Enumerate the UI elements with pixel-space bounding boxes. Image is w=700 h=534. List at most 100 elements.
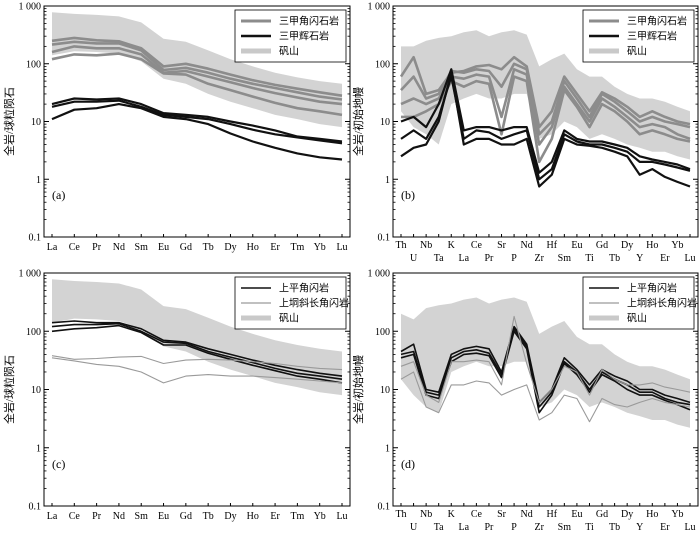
- y-tick-label: 10: [380, 117, 390, 128]
- x-tick-label: Ti: [585, 522, 594, 533]
- y-tick-label: 0.1: [378, 502, 391, 513]
- x-tick-label: Dy: [224, 242, 236, 253]
- legend-label: 矾山: [279, 313, 299, 325]
- x-tick-label: Gd: [180, 511, 192, 522]
- y-tick-label: 100: [26, 59, 41, 70]
- panel-label: (d): [401, 457, 415, 471]
- x-tick-label: Ta: [434, 253, 444, 264]
- legend-label: 矾山: [279, 46, 299, 58]
- series-line: [51, 357, 343, 384]
- x-tick-label: Er: [660, 522, 670, 533]
- y-tick-label: 1: [36, 175, 41, 186]
- x-tick-label: Zr: [534, 253, 544, 264]
- y-tick-label: 0.1: [29, 502, 42, 513]
- x-tick-label: Er: [270, 511, 280, 522]
- x-tick-label: Gd: [596, 240, 608, 251]
- legend-label: 上垌斜长角闪岩: [627, 297, 697, 310]
- x-tick-label: P: [511, 253, 517, 264]
- x-tick-label: Y: [636, 253, 643, 264]
- x-tick-label: K: [448, 509, 456, 520]
- x-tick-label: Hf: [547, 509, 558, 520]
- x-tick-label: Nd: [113, 242, 125, 253]
- x-tick-label: Yb: [671, 509, 683, 520]
- x-tick-label: Tb: [609, 522, 620, 533]
- x-tick-label: Eu: [571, 240, 582, 251]
- legend-label: 三甲角闪石岩: [279, 15, 339, 28]
- panel-c: 0.1 1 10 100 1 000 La Ce Pr Nd Sm Eu Gd Tb Dy Ho Er Tm Yb…: [2, 269, 351, 522]
- series-line: [51, 40, 343, 101]
- x-tick-label: Th: [395, 240, 406, 251]
- series-line: [400, 315, 691, 403]
- y-axis-title: 全岩/球粒陨石: [2, 87, 16, 156]
- x-tick-label: Yb: [314, 511, 326, 522]
- x-tick-label: Sm: [135, 511, 149, 522]
- y-tick-label: 0.1: [29, 233, 42, 244]
- legend-label: 三甲辉石岩: [627, 30, 677, 43]
- legend-label: 矾山: [627, 46, 647, 58]
- x-tick-label: Sr: [497, 240, 507, 251]
- series-line: [51, 36, 343, 97]
- legend-label: 上平角闪岩: [627, 282, 677, 295]
- x-tick-label: P: [511, 522, 517, 533]
- x-tick-label: Pr: [485, 253, 495, 264]
- legend-label: 三甲角闪石岩: [627, 15, 687, 28]
- x-tick-label: Yb: [314, 242, 326, 253]
- x-tick-label: Y: [636, 522, 643, 533]
- y-tick-label: 100: [375, 327, 390, 338]
- series-line: [51, 324, 343, 384]
- series-line: [51, 102, 343, 161]
- series-line: [400, 327, 691, 408]
- x-tick-label: Ce: [471, 240, 483, 251]
- x-tick-label: Ho: [646, 509, 658, 520]
- x-tick-label: Nd: [521, 509, 533, 520]
- x-tick-label: Th: [395, 509, 406, 520]
- x-tick-label: Yb: [671, 240, 683, 251]
- y-axis-title: 全岩/球粒陨石: [2, 355, 16, 424]
- y-tick-label: 0.1: [378, 233, 391, 244]
- legend-label: 上垌斜长角闪岩: [279, 297, 349, 310]
- x-tick-label: Eu: [571, 509, 582, 520]
- x-tick-label: Ho: [247, 511, 259, 522]
- series-line: [400, 68, 691, 174]
- range-band: [401, 30, 690, 160]
- series-line: [400, 71, 691, 188]
- x-tick-label: Ti: [585, 253, 594, 264]
- y-tick-label: 10: [31, 117, 41, 128]
- range-band: [401, 297, 690, 428]
- x-tick-label: Pr: [485, 522, 495, 533]
- y-tick-label: 100: [26, 327, 41, 338]
- x-tick-label: La: [47, 242, 58, 253]
- x-tick-label: Zr: [534, 522, 544, 533]
- y-tick-label: 1 000: [19, 269, 42, 280]
- panel-label: (b): [401, 188, 415, 202]
- x-tick-label: K: [448, 240, 456, 251]
- x-tick-label: Ce: [471, 509, 483, 520]
- y-axis-title: 全岩/初始地幔: [351, 87, 365, 156]
- x-tick-label: Sm: [558, 522, 572, 533]
- x-tick-label: Dy: [224, 511, 236, 522]
- x-tick-label: Ce: [69, 511, 81, 522]
- x-tick-label: Eu: [158, 242, 169, 253]
- x-tick-label: Nb: [420, 240, 432, 251]
- series-line: [400, 371, 691, 423]
- y-tick-label: 1: [385, 443, 390, 454]
- series-line: [51, 97, 343, 143]
- series-line: [51, 99, 343, 145]
- x-tick-label: U: [410, 522, 418, 533]
- y-axis-title: 全岩/初始地幔: [351, 355, 365, 424]
- x-tick-label: Tb: [609, 253, 620, 264]
- x-tick-label: Ta: [434, 522, 444, 533]
- x-tick-label: La: [459, 253, 470, 264]
- x-tick-label: Tm: [290, 511, 304, 522]
- x-tick-label: Hf: [547, 240, 558, 251]
- x-tick-label: Lu: [336, 511, 347, 522]
- y-tick-label: 10: [380, 385, 390, 396]
- x-tick-label: Tb: [203, 511, 214, 522]
- x-tick-label: Nb: [420, 509, 432, 520]
- y-tick-label: 1: [36, 443, 41, 454]
- legend-label: 上平角闪岩: [279, 282, 329, 295]
- x-tick-label: Tb: [203, 242, 214, 253]
- x-tick-label: Dy: [621, 509, 633, 520]
